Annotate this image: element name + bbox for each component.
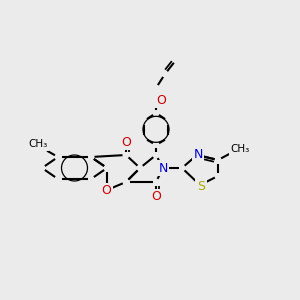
Text: N: N xyxy=(193,148,203,160)
Text: O: O xyxy=(101,184,111,197)
Text: CH₃: CH₃ xyxy=(230,144,250,154)
Text: O: O xyxy=(121,136,131,148)
Text: N: N xyxy=(158,161,168,175)
Text: CH₃: CH₃ xyxy=(28,139,48,149)
Text: S: S xyxy=(197,179,205,193)
Text: O: O xyxy=(156,94,166,106)
Text: O: O xyxy=(151,190,161,203)
